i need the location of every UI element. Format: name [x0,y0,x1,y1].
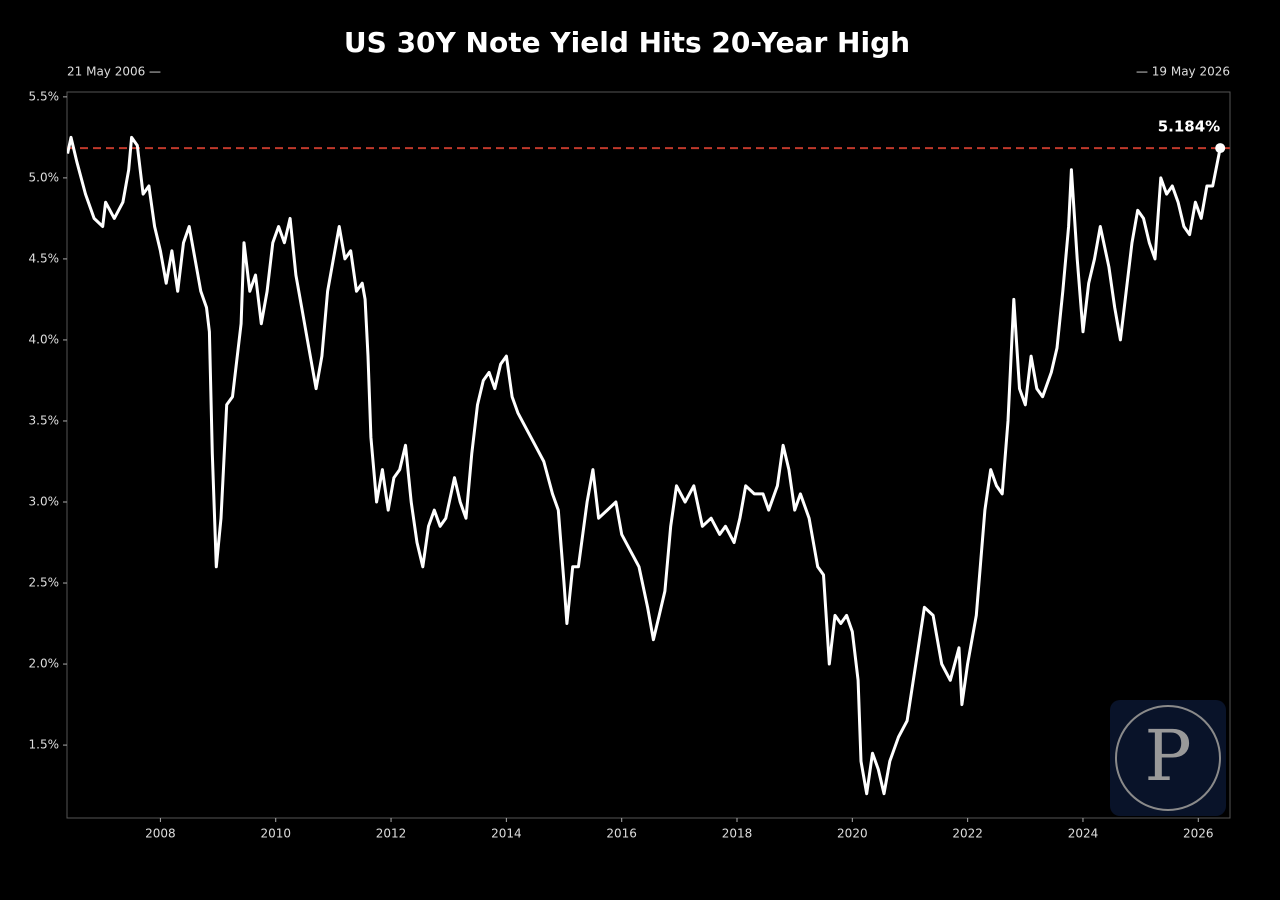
y-tick-label: 2.5% [29,576,60,590]
x-tick-label: 2026 [1183,827,1214,841]
y-tick-label: 5.0% [29,170,60,184]
x-tick-label: 2010 [260,827,291,841]
y-tick-label: 3.5% [29,413,60,427]
x-tick-label: 2018 [722,827,753,841]
watermark-box [1110,700,1226,816]
watermark: P [1144,715,1191,797]
x-tick-label: 2016 [606,827,637,841]
y-tick-label: 5.5% [29,89,60,103]
last-point [1215,143,1226,154]
start-label: 21 May 2006 — [67,65,161,79]
yield-line [67,135,1222,796]
x-tick-label: 2014 [491,827,522,841]
y-tick-label: 1.5% [29,738,60,752]
plot-frame [66,91,1231,819]
y-tick-label: 3.0% [29,494,60,508]
x-tick-label: 2008 [145,827,176,841]
y-tick-label: 4.0% [29,332,60,346]
last-value-label: 5.184% [1158,118,1220,136]
end-label: — 19 May 2026 [1136,65,1230,79]
y-tick-label: 2.0% [29,657,60,671]
x-tick-label: 2022 [952,827,983,841]
chart-title: US 30Y Note Yield Hits 20-Year High [344,26,910,59]
x-tick-label: 2020 [837,827,868,841]
x-tick-label: 2012 [376,827,407,841]
x-tick-label: 2024 [1068,827,1099,841]
y-tick-label: 4.5% [29,251,60,265]
watermark-ring [1115,705,1221,811]
